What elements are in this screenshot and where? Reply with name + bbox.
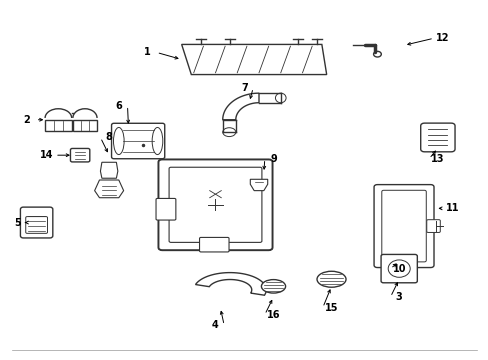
Text: 8: 8 <box>105 132 112 143</box>
Polygon shape <box>250 179 267 191</box>
Ellipse shape <box>387 260 409 277</box>
Text: 11: 11 <box>445 203 458 213</box>
FancyBboxPatch shape <box>158 159 272 250</box>
Text: 1: 1 <box>144 48 151 57</box>
Text: 5: 5 <box>14 217 20 228</box>
Polygon shape <box>95 180 123 198</box>
Bar <box>45 120 72 131</box>
FancyBboxPatch shape <box>380 255 416 283</box>
FancyBboxPatch shape <box>381 190 426 262</box>
Text: 2: 2 <box>23 115 30 125</box>
Text: 12: 12 <box>435 33 448 43</box>
Text: 15: 15 <box>324 303 338 312</box>
FancyBboxPatch shape <box>111 123 164 159</box>
Text: 3: 3 <box>395 292 402 302</box>
Ellipse shape <box>152 127 163 154</box>
Ellipse shape <box>113 127 124 154</box>
FancyBboxPatch shape <box>373 185 433 267</box>
Bar <box>73 120 97 131</box>
Text: 16: 16 <box>266 310 280 320</box>
Text: 9: 9 <box>269 154 276 164</box>
FancyBboxPatch shape <box>70 148 90 162</box>
Polygon shape <box>181 44 326 75</box>
FancyBboxPatch shape <box>420 123 454 152</box>
Text: 6: 6 <box>115 100 122 111</box>
FancyBboxPatch shape <box>20 207 53 238</box>
Text: 14: 14 <box>40 150 53 160</box>
Text: 13: 13 <box>430 154 444 164</box>
FancyBboxPatch shape <box>156 198 176 220</box>
FancyBboxPatch shape <box>426 220 439 233</box>
Polygon shape <box>195 273 265 295</box>
FancyBboxPatch shape <box>169 167 262 242</box>
Text: 4: 4 <box>212 320 219 330</box>
Ellipse shape <box>223 128 235 136</box>
Ellipse shape <box>275 93 285 103</box>
Polygon shape <box>223 93 259 120</box>
Polygon shape <box>100 162 118 178</box>
Ellipse shape <box>261 280 285 293</box>
Ellipse shape <box>316 271 346 287</box>
FancyBboxPatch shape <box>26 217 47 233</box>
Text: 10: 10 <box>392 264 405 274</box>
FancyBboxPatch shape <box>199 238 228 252</box>
Text: 7: 7 <box>241 83 247 93</box>
